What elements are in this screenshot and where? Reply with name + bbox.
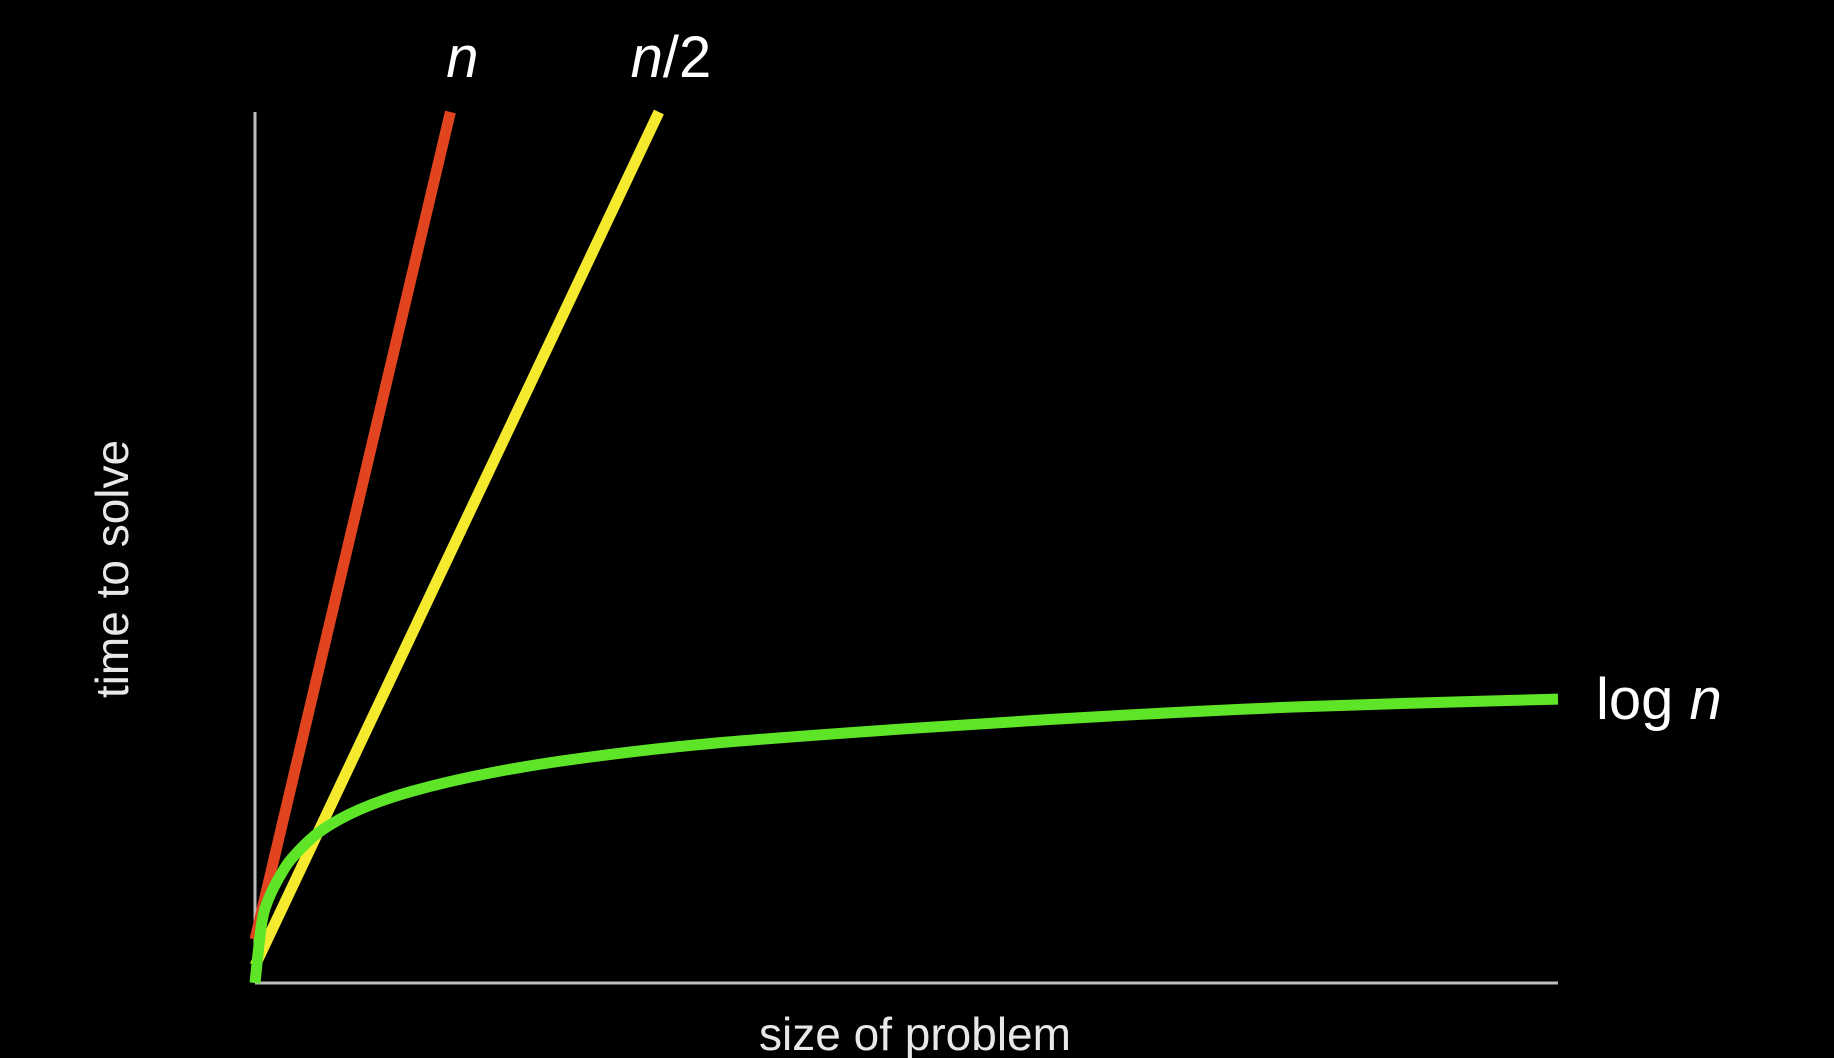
series-label-n: n bbox=[446, 25, 478, 90]
series-label-log-n: log n bbox=[1596, 667, 1722, 732]
series-line-n bbox=[249, 110, 456, 941]
series-label-n-2: n/2 bbox=[631, 25, 712, 90]
series-label-part: log bbox=[1596, 667, 1690, 732]
y-axis-label: time to solve bbox=[86, 440, 138, 698]
x-axis-label: size of problem bbox=[759, 1008, 1071, 1058]
series-layer bbox=[249, 109, 1559, 984]
series-label-part: /2 bbox=[663, 25, 711, 90]
series-label-part: n bbox=[631, 25, 663, 90]
series-label-part: n bbox=[1690, 667, 1722, 732]
series-line-log-n bbox=[249, 693, 1559, 984]
series-label-part: n bbox=[446, 25, 478, 90]
